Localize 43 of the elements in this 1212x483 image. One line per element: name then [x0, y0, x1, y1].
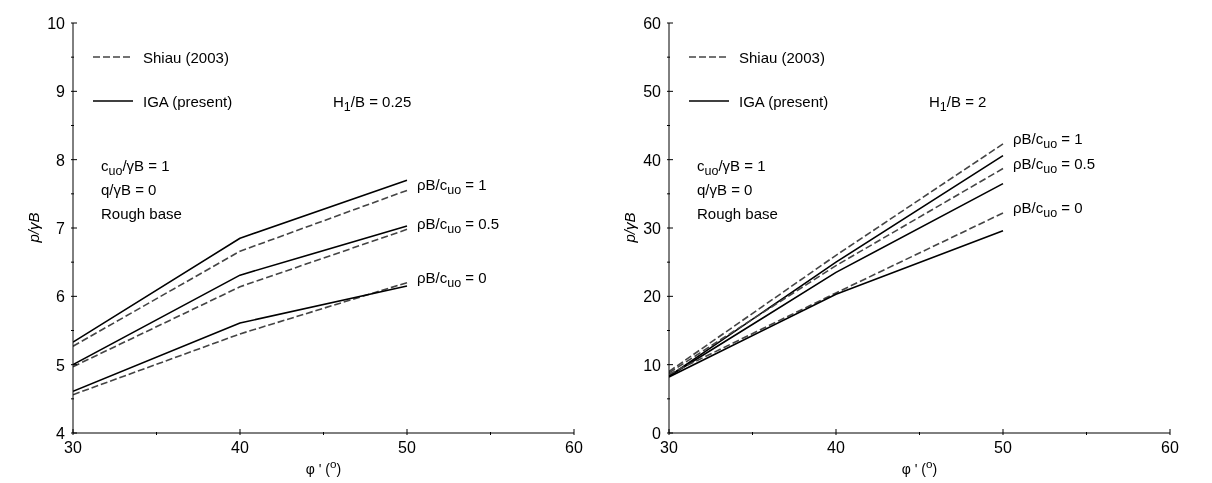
x-tick-label: 60	[1161, 439, 1179, 456]
annotation: H$_{1}$/B = 2	[929, 93, 987, 114]
annotation: ρB/c$_{uo}$ = 0.5	[1013, 154, 1096, 176]
x-tick-label: 50	[994, 439, 1012, 456]
legend-label: IGA (present)	[143, 92, 233, 110]
annotation: Rough base	[697, 205, 778, 222]
annotation: c$_{uo}$/γB = 1	[101, 157, 170, 178]
x-tick-label: 40	[827, 439, 845, 456]
annotation: ρB/c$_{uo}$ = 1	[1013, 129, 1083, 151]
y-tick-label: 10	[643, 356, 662, 374]
y-tick-label: 6	[56, 288, 66, 306]
annotation: ρB/c$_{uo}$ = 0	[417, 268, 487, 290]
x-axis-title: φ ' ($^{o}$)	[900, 457, 939, 477]
y-tick-label: 7	[56, 220, 66, 237]
x-axis-title: φ ' ($^{o}$)	[304, 457, 343, 477]
annotation: Rough base	[101, 205, 182, 222]
annotation: c$_{uo}$/γB = 1	[697, 157, 766, 178]
y-tick-label: 10	[47, 15, 66, 32]
x-tick-label: 50	[398, 439, 416, 456]
y-tick-label: 8	[56, 151, 66, 169]
x-tick-label: 60	[565, 439, 583, 456]
y-tick-label: 20	[643, 288, 662, 306]
legend-label: IGA (present)	[739, 92, 829, 110]
y-axis-title: p/γB	[620, 211, 638, 245]
annotation: q/γB = 0	[101, 181, 157, 198]
annotation: ρB/c$_{uo}$ = 1	[417, 176, 487, 198]
annotation: q/γB = 0	[697, 181, 753, 198]
y-tick-label: 5	[56, 356, 66, 374]
y-tick-label: 30	[643, 220, 662, 237]
y-tick-label: 60	[643, 15, 662, 32]
x-tick-label: 30	[660, 439, 678, 456]
legend-label: Shiau (2003)	[143, 48, 229, 66]
y-tick-label: 9	[56, 83, 66, 101]
y-tick-label: 4	[56, 425, 66, 442]
annotation: ρB/c$_{uo}$ = 0.5	[417, 215, 500, 237]
y-tick-label: 40	[643, 151, 662, 169]
annotation: ρB/c$_{uo}$ = 0	[1013, 198, 1083, 220]
legend-label: Shiau (2003)	[739, 48, 825, 66]
y-tick-label: 50	[643, 83, 662, 101]
annotation: H$_{1}$/B = 0.25	[333, 93, 412, 114]
x-tick-label: 40	[231, 439, 249, 456]
y-axis-title: p/γB	[24, 211, 42, 245]
y-tick-label: 0	[652, 425, 662, 442]
